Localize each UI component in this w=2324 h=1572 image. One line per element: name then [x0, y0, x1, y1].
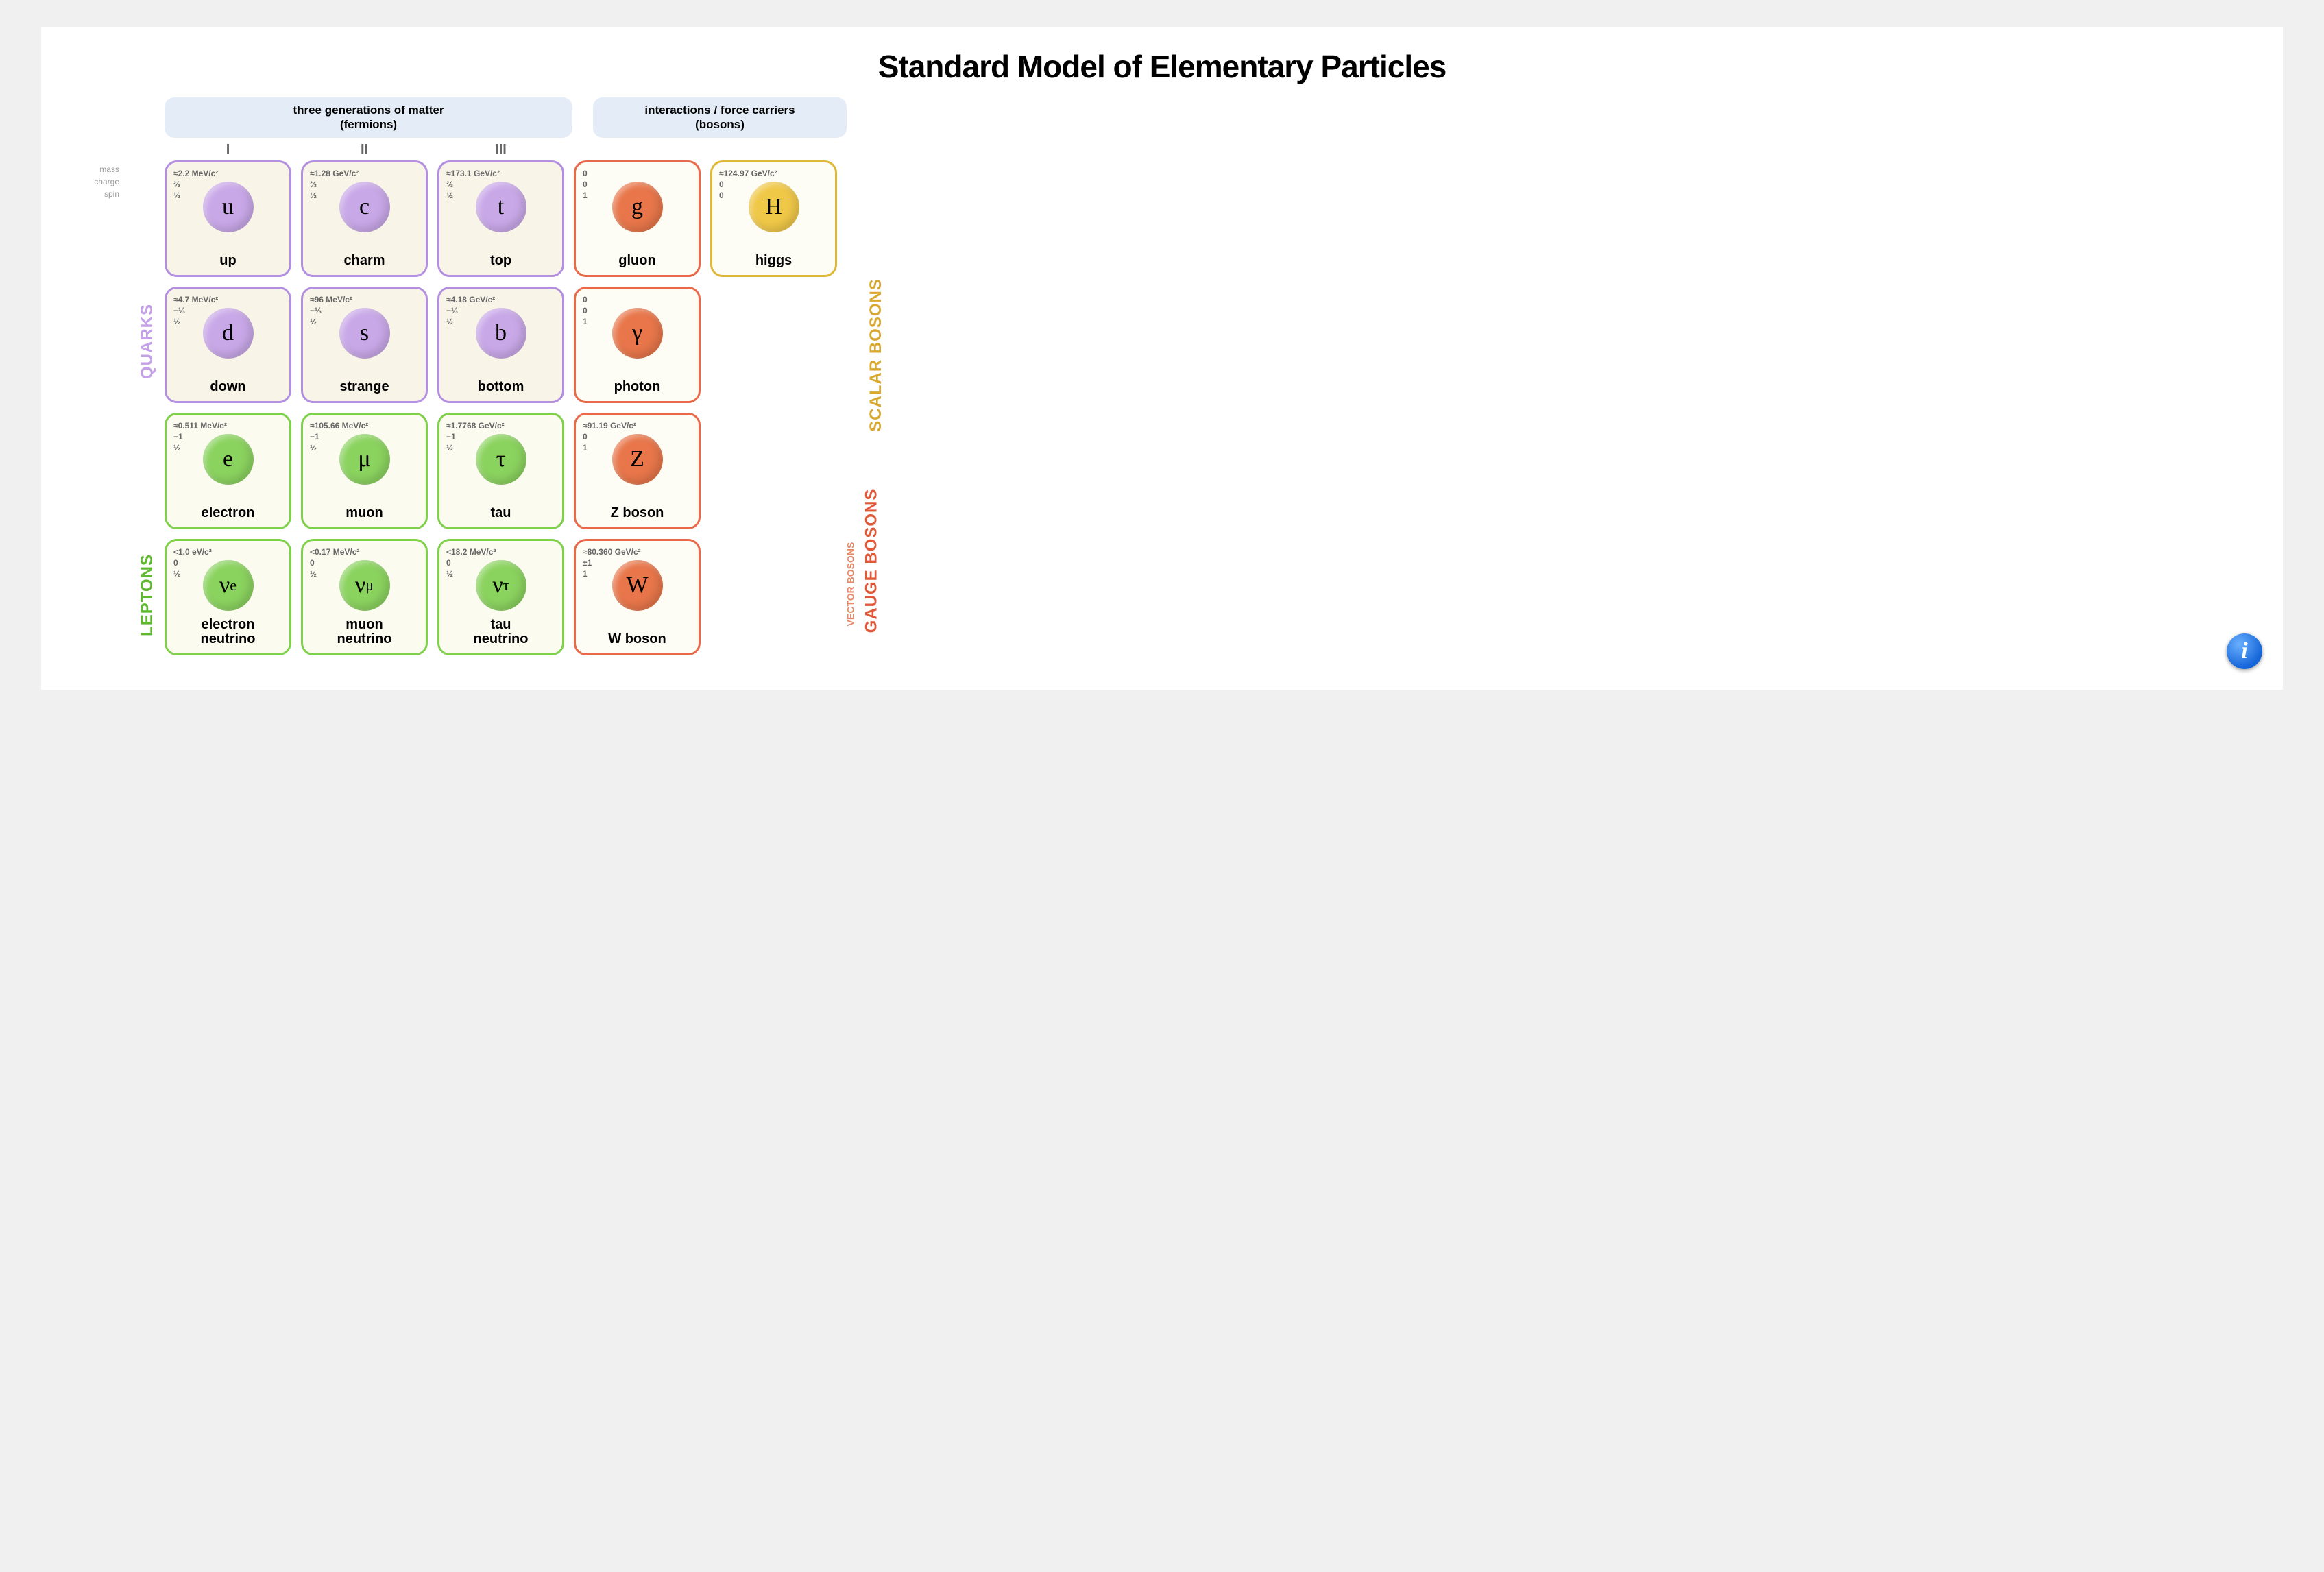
particle-tau: ≈1.7768 GeV/c²−1½τtau — [437, 413, 564, 529]
particle-symbol: u — [203, 182, 254, 232]
right-side-labels: SCALAR BOSONS GAUGE BOSONS VECTOR BOSONS — [837, 160, 885, 655]
particle-symbol: t — [476, 182, 526, 232]
category-banners: three generations of matter(fermions) in… — [165, 97, 2242, 138]
gen-2: II — [301, 142, 428, 158]
label-mass: mass — [82, 165, 119, 174]
particle-symbol: τ — [476, 434, 526, 485]
particle-name: down — [173, 380, 282, 397]
particle-name: gluon — [583, 254, 692, 271]
empty-cell — [710, 539, 837, 655]
particle-name: Z boson — [583, 506, 692, 523]
particle-symbol: νμ — [339, 560, 390, 611]
particle-name: top — [446, 254, 555, 271]
label-charge: charge — [82, 177, 119, 186]
particle-Z-boson: ≈91.19 GeV/c²01ZZ boson — [574, 413, 701, 529]
gen-1: I — [165, 142, 291, 158]
particle-symbol: ντ — [476, 560, 526, 611]
particle-top: ≈173.1 GeV/c²⅔½ttop — [437, 160, 564, 277]
particle-name: higgs — [719, 254, 828, 271]
particle-name: photon — [583, 380, 692, 397]
property-labels: mass charge spin — [82, 160, 123, 655]
particle-muon-neutrino: <0.17 MeV/c²0½νμmuonneutrino — [301, 539, 428, 655]
particle-name: tauneutrino — [446, 618, 555, 649]
particle-symbol: b — [476, 308, 526, 359]
particle-name: tau — [446, 506, 555, 523]
particle-symbol: Z — [612, 434, 663, 485]
particle-grid: ≈2.2 MeV/c²⅔½uup≈1.28 GeV/c²⅔½ccharm≈173… — [165, 160, 837, 655]
left-side-labels: QUARKS LEPTONS — [123, 160, 165, 655]
particle-symbol: d — [203, 308, 254, 359]
particle-symbol: W — [612, 560, 663, 611]
particle-tau-neutrino: <18.2 MeV/c²0½ντtauneutrino — [437, 539, 564, 655]
particle-symbol: μ — [339, 434, 390, 485]
bosons-banner: interactions / force carriers(bosons) — [593, 97, 847, 138]
particle-name: charm — [310, 254, 419, 271]
particle-muon: ≈105.66 MeV/c²−1½μmuon — [301, 413, 428, 529]
particle-down: ≈4.7 MeV/c²−⅓½ddown — [165, 287, 291, 403]
particle-name: electron — [173, 506, 282, 523]
particle-up: ≈2.2 MeV/c²⅔½uup — [165, 160, 291, 277]
particle-electron-neutrino: <1.0 eV/c²0½νeelectronneutrino — [165, 539, 291, 655]
gen-3: III — [437, 142, 564, 158]
chart-container: Standard Model of Elementary Particles t… — [41, 27, 2283, 690]
particle-name: muonneutrino — [310, 618, 419, 649]
generation-header: I II III — [165, 142, 2242, 158]
vector-label: VECTOR BOSONS — [845, 542, 856, 626]
particle-name: bottom — [446, 380, 555, 397]
fermions-banner: three generations of matter(fermions) — [165, 97, 572, 138]
page-title: Standard Model of Elementary Particles — [82, 48, 2242, 85]
particle-name: muon — [310, 506, 419, 523]
gauge-label: GAUGE BOSONS — [862, 488, 881, 633]
particle-symbol: s — [339, 308, 390, 359]
particle-electron: ≈0.511 MeV/c²−1½eelectron — [165, 413, 291, 529]
particle-symbol: g — [612, 182, 663, 232]
particle-strange: ≈96 MeV/c²−⅓½sstrange — [301, 287, 428, 403]
particle-name: up — [173, 254, 282, 271]
leptons-label: LEPTONS — [138, 554, 157, 636]
particle-symbol: H — [749, 182, 799, 232]
info-icon[interactable]: i — [2227, 633, 2262, 669]
particle-charm: ≈1.28 GeV/c²⅔½ccharm — [301, 160, 428, 277]
main-layout: mass charge spin QUARKS LEPTONS ≈2.2 MeV… — [82, 160, 2242, 655]
particle-symbol: e — [203, 434, 254, 485]
empty-cell — [710, 413, 837, 529]
particle-name: electronneutrino — [173, 618, 282, 649]
particle-name: strange — [310, 380, 419, 397]
empty-cell — [710, 287, 837, 403]
particle-symbol: γ — [612, 308, 663, 359]
quarks-label: QUARKS — [138, 303, 157, 378]
particle-photon: 001γphoton — [574, 287, 701, 403]
particle-name: W boson — [583, 632, 692, 649]
particle-gluon: 001ggluon — [574, 160, 701, 277]
particle-W-boson: ≈80.360 GeV/c²±11WW boson — [574, 539, 701, 655]
particle-bottom: ≈4.18 GeV/c²−⅓½bbottom — [437, 287, 564, 403]
label-spin: spin — [82, 189, 119, 199]
particle-higgs: ≈124.97 GeV/c²00Hhiggs — [710, 160, 837, 277]
particle-symbol: νe — [203, 560, 254, 611]
particle-symbol: c — [339, 182, 390, 232]
scalar-label: SCALAR BOSONS — [867, 278, 886, 432]
